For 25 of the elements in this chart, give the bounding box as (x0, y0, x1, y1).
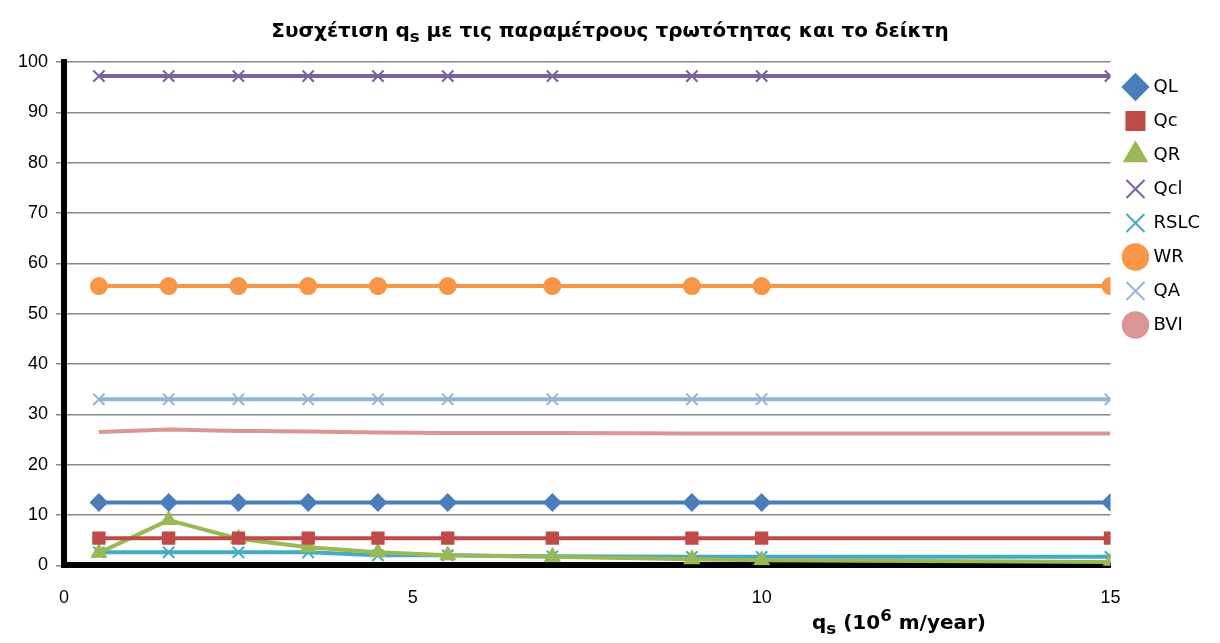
x-axis-title: q$_{s}$ (10$^{6}$ m/year) (812, 606, 986, 638)
legend-label: Qcl (1153, 176, 1183, 198)
legend-label: Qc (1153, 108, 1178, 130)
x-tick-label: 10 (751, 587, 772, 608)
chart-title: Συσχέτιση q$_{s}$ με τις παραμέτρους τρωτότητας και το δείκτη (270, 18, 950, 46)
y-tick-label: 60 (28, 252, 49, 273)
legend-label: QA (1153, 278, 1181, 300)
legend-label: RSLC (1153, 210, 1200, 232)
legend-label: QR (1153, 142, 1181, 164)
y-tick-label: 30 (28, 403, 49, 424)
legend-label: QL (1153, 74, 1178, 96)
y-tick-label: 100 (17, 50, 49, 71)
x-tick-label: 0 (59, 587, 70, 608)
y-tick-label: 80 (28, 151, 49, 172)
legend-label: BVI (1153, 312, 1183, 334)
y-tick-label: 90 (28, 101, 49, 122)
x-tick-label: 5 (407, 587, 418, 608)
y-tick-label: 50 (28, 302, 49, 323)
y-tick-label: 20 (28, 453, 49, 474)
y-tick-label: 0 (38, 554, 49, 575)
y-tick-label: 40 (28, 353, 49, 374)
y-tick-label: 10 (28, 504, 49, 525)
legend-label: WR (1153, 244, 1184, 266)
y-tick-label: 70 (28, 201, 49, 222)
x-tick-label: 15 (1100, 587, 1121, 608)
